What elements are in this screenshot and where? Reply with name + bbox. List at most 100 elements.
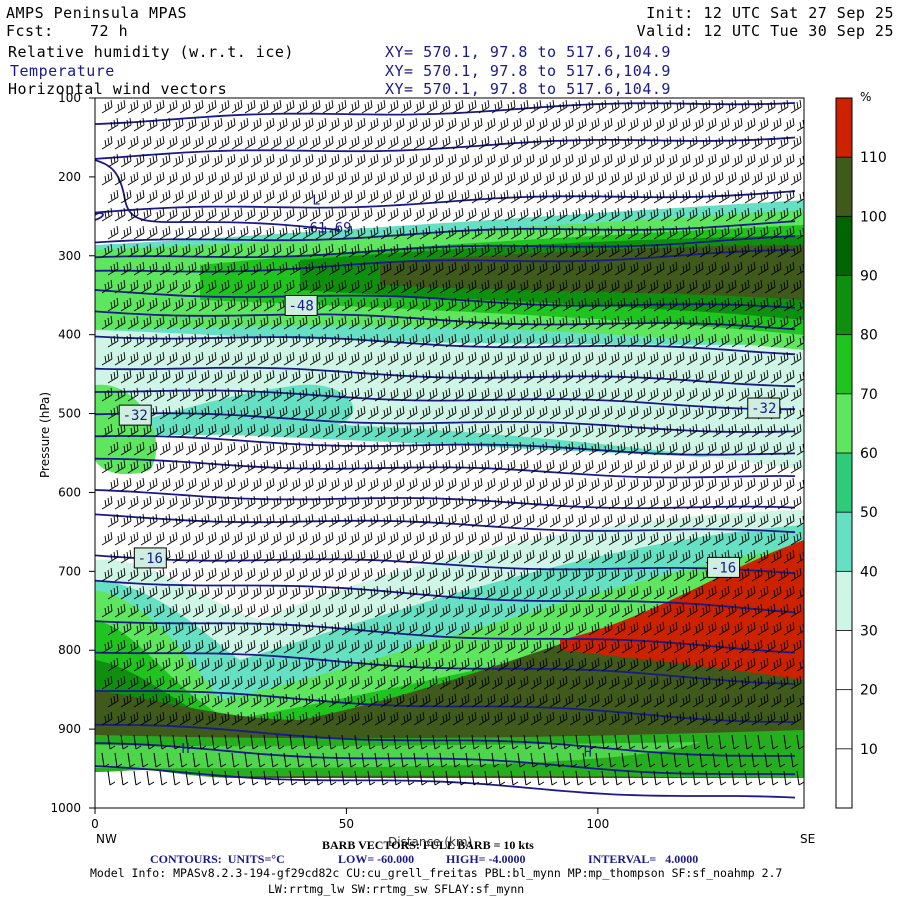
wind-barb (140, 459, 152, 474)
wind-barb (783, 693, 795, 708)
wind-barb (231, 171, 243, 186)
wind-barb (465, 315, 477, 330)
wind-barb (452, 675, 464, 690)
wind-barb (790, 711, 802, 726)
wind-barb (751, 171, 763, 186)
wind-barb (328, 621, 340, 636)
wind-barb (751, 495, 763, 510)
wind-barb (224, 225, 236, 240)
wind-barb (276, 189, 288, 204)
wind-barb (296, 207, 308, 222)
wind-barb (328, 441, 340, 456)
wind-barb (276, 261, 288, 276)
wind-barb (159, 693, 171, 708)
wind-barb (315, 261, 327, 276)
wind-barb (276, 657, 288, 672)
wind-barb (510, 333, 522, 348)
colorbar-label: 100 (860, 209, 887, 225)
wind-barb (120, 585, 132, 600)
wind-barb (790, 207, 802, 222)
wind-barb (627, 297, 639, 312)
wind-barb (699, 423, 711, 438)
wind-barb (296, 351, 308, 366)
wind-barb (575, 153, 587, 168)
wind-barb (393, 405, 405, 420)
wind-barb (614, 657, 626, 672)
wind-barb (205, 675, 217, 690)
wind-barb (796, 734, 804, 750)
wind-barb (309, 387, 321, 402)
wind-barb (322, 351, 334, 366)
wind-barb (218, 752, 227, 768)
wind-barb (114, 135, 126, 150)
wind-barb (770, 734, 779, 750)
wind-barb (764, 459, 776, 474)
wind-barb (224, 153, 236, 168)
wind-barb (731, 734, 740, 750)
wind-barb (783, 117, 795, 132)
wind-barb (764, 495, 776, 510)
wind-barb (608, 243, 620, 258)
wind-barb (322, 495, 334, 510)
wind-barb (478, 171, 490, 186)
wind-barb (484, 549, 496, 564)
wind-barb (146, 261, 158, 276)
wind-barb (478, 207, 490, 222)
wind-barb (231, 243, 243, 258)
wind-barb (283, 279, 295, 294)
wind-barb (725, 135, 737, 150)
wind-barb (341, 734, 350, 750)
wind-barb (640, 693, 652, 708)
wind-barb (783, 770, 792, 786)
wind-barb (361, 639, 373, 654)
wind-barb (120, 770, 129, 786)
wind-barb (790, 459, 802, 474)
wind-barb (543, 567, 555, 582)
wind-barb (777, 711, 789, 726)
wind-barb (133, 621, 145, 636)
wind-barb (153, 603, 165, 618)
wind-barb (263, 549, 275, 564)
wind-barb (276, 513, 288, 528)
wind-barb (777, 171, 789, 186)
wind-barb (504, 99, 516, 114)
wind-barb (764, 99, 776, 114)
wind-barb (718, 117, 730, 132)
wind-barb (276, 225, 288, 240)
wind-barb (757, 693, 769, 708)
wind-barb (530, 135, 542, 150)
wind-barb (705, 369, 717, 384)
wind-barb (315, 770, 324, 786)
wind-barb (374, 423, 386, 438)
wind-barb (107, 549, 119, 564)
wind-barb (575, 549, 587, 564)
wind-barb (218, 279, 230, 294)
wind-barb (705, 441, 717, 456)
wind-barb (361, 171, 373, 186)
wind-barb (218, 243, 230, 258)
wind-barb (497, 585, 509, 600)
wind-barb (354, 621, 366, 636)
wind-barb (380, 189, 392, 204)
wind-barb (341, 549, 353, 564)
wind-barb (790, 531, 802, 546)
wind-barb (107, 261, 119, 276)
wind-barb (419, 153, 431, 168)
wind-barb (582, 243, 594, 258)
wind-barb (751, 207, 763, 222)
wind-barb (419, 405, 431, 420)
wind-barb (504, 459, 516, 474)
wind-barb (666, 405, 678, 420)
wind-barb (783, 549, 795, 564)
wind-barb (185, 369, 197, 384)
wind-barb (686, 639, 698, 654)
wind-barb (107, 333, 119, 348)
colorbar-segment (836, 689, 852, 749)
wind-barb (504, 279, 516, 294)
wind-barb (361, 495, 373, 510)
wind-barb (296, 675, 308, 690)
wind-barb (601, 297, 613, 312)
wind-barb (634, 387, 646, 402)
field-temp-xy: XY= 570.1, 97.8 to 517.6,104.9 (385, 62, 671, 80)
wind-barb (393, 441, 405, 456)
